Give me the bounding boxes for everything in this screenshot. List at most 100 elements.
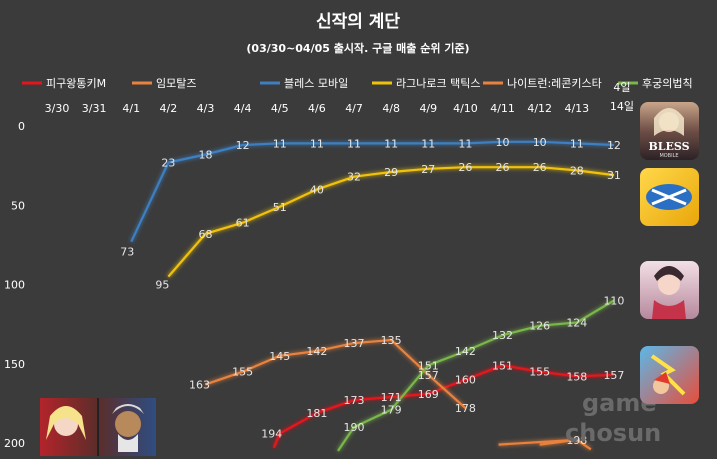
x-tick-label: 4일	[613, 80, 630, 94]
y-axis-ticks: 0 50 100 150 200	[4, 120, 25, 450]
legend: 피구왕통키M 임모탈즈 블레스 모바일 라그나로크 택틱스 나이트런:레콘키스타 후궁의법…	[22, 76, 693, 90]
data-label: 124	[566, 317, 587, 330]
knightrun-icon	[640, 346, 699, 404]
data-label: 181	[306, 407, 327, 420]
data-label: 10	[496, 136, 510, 149]
data-label: 26	[496, 161, 510, 174]
data-label: 151	[418, 359, 439, 372]
data-label: 40	[310, 183, 324, 196]
data-label: 137	[344, 337, 365, 350]
y-tick-label: 150	[4, 358, 25, 371]
data-label: 160	[455, 374, 476, 387]
data-label: 11	[570, 137, 584, 150]
data-label: 142	[306, 345, 327, 358]
ragnarok-tactics-icon	[640, 168, 699, 226]
data-label: 198	[566, 434, 587, 447]
series-line-2	[130, 140, 615, 243]
legend-label: 임모탈즈	[156, 77, 196, 90]
legend-label: 후궁의법칙	[642, 77, 693, 90]
x-tick-label: 4/3	[197, 102, 215, 115]
legend-label: 나이트런:레콘키스타	[507, 77, 602, 90]
data-label: 157	[603, 369, 624, 382]
y-tick-label: 200	[4, 437, 25, 450]
data-label: 155	[232, 366, 253, 379]
data-label: 155	[529, 366, 550, 379]
data-label: 31	[607, 169, 621, 182]
data-label: 126	[529, 320, 550, 333]
x-tick-label: 4/1	[122, 102, 140, 115]
data-label: 11	[273, 137, 287, 150]
x-tick-label: 4/5	[271, 102, 289, 115]
data-label: 26	[533, 161, 547, 174]
data-label: 110	[603, 294, 624, 307]
x-tick-label: 4/7	[345, 102, 363, 115]
data-label: 179	[381, 404, 402, 417]
legend-item-4: 나이트런:레콘키스타	[483, 77, 602, 90]
legend-item-5: 후궁의법칙	[618, 77, 693, 90]
data-label: 61	[236, 217, 250, 230]
y-tick-label: 100	[4, 279, 25, 292]
data-label: 142	[455, 345, 476, 358]
data-label: 11	[310, 137, 324, 150]
data-label: 178	[455, 402, 476, 415]
data-label: 190	[344, 421, 365, 434]
data-label: 10	[533, 136, 547, 149]
watermark-line2: chosun	[565, 419, 661, 447]
chart-title: 신작의 계단	[316, 12, 400, 32]
data-label: 151	[492, 359, 513, 372]
legend-item-1: 임모탈즈	[132, 77, 196, 90]
x-tick-label: 4/9	[419, 102, 437, 115]
data-label: 32	[347, 171, 361, 184]
x-tick-label: 4/12	[527, 102, 552, 115]
x-tick-label: 4/8	[382, 102, 400, 115]
data-label: 194	[261, 427, 282, 440]
data-label: 157	[418, 369, 439, 382]
data-label: 11	[347, 137, 361, 150]
y-tick-label: 0	[18, 120, 25, 133]
legend-label: 블레스 모바일	[284, 76, 348, 90]
data-label: 73	[120, 246, 134, 259]
data-label: 169	[418, 388, 439, 401]
legend-item-3: 라그나로크 택틱스	[372, 77, 480, 90]
x-tick-label: 14일	[610, 99, 634, 113]
x-tick-label: 4/6	[308, 102, 326, 115]
x-tick-label: 3/30	[45, 102, 70, 115]
x-tick-label: 3/31	[82, 102, 107, 115]
immortals-icon	[40, 398, 156, 456]
series-line-5	[337, 299, 615, 452]
legend-item-0: 피구왕통키M	[22, 77, 106, 90]
bless-logo-sub: MOBILE	[659, 153, 678, 159]
chart-subtitle: (03/30~04/05 출시작. 구글 매출 순위 기준)	[246, 41, 469, 55]
data-label: 23	[161, 156, 175, 169]
data-label: 51	[273, 201, 287, 214]
data-label: 27	[421, 163, 435, 176]
series-line-0	[272, 364, 615, 449]
data-label: 163	[189, 378, 210, 391]
data-label: 173	[344, 394, 365, 407]
legend-label: 피구왕통키M	[46, 77, 106, 90]
legend-item-2: 블레스 모바일	[260, 76, 348, 90]
data-label: 11	[458, 137, 472, 150]
data-label: 28	[570, 164, 584, 177]
series-line-3	[167, 166, 615, 278]
x-tick-label: 4/2	[160, 102, 178, 115]
series-lines	[130, 140, 615, 452]
x-tick-label: 4/11	[490, 102, 515, 115]
data-label: 12	[607, 139, 621, 152]
x-tick-label: 4/13	[564, 102, 589, 115]
x-tick-label: 4/4	[234, 102, 252, 115]
x-axis-ticks: 3/30 3/31 4/1 4/2 4/3 4/4 4/5 4/6 4/7 4/8 4/9 4/10 4…	[45, 80, 634, 115]
data-label: 135	[381, 334, 402, 347]
data-label: 11	[421, 137, 435, 150]
data-label: 95	[155, 279, 169, 292]
series-line-1	[205, 338, 592, 451]
bless-logo-text: BLESS	[648, 140, 689, 153]
data-label: 11	[384, 137, 398, 150]
data-label: 158	[566, 370, 587, 383]
data-label: 29	[384, 166, 398, 179]
y-tick-label: 50	[11, 199, 25, 212]
data-label: 171	[381, 391, 402, 404]
harem-rule-icon	[640, 261, 699, 319]
